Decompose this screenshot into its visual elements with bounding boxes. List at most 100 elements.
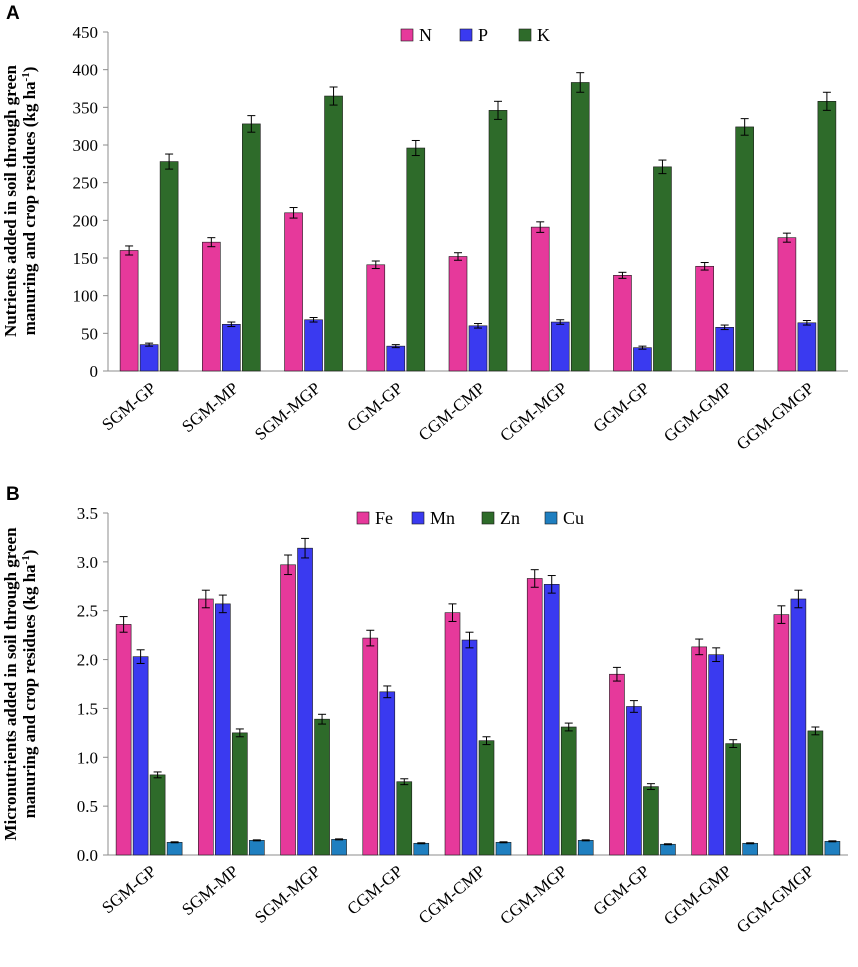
bar-zn-sgm-mgp [314,718,330,856]
y-axis-label-superscript: -1 [20,72,32,81]
bar-zn-cgm-mgp [560,726,577,856]
legend-label-n: N [419,25,432,45]
bar-p-cgm-cmp [468,325,488,372]
panel-letter-a: A [6,3,20,24]
bar-zn-ggm-gmgp [807,730,824,856]
legend-swatch-zn [481,511,495,525]
bar-p-cgm-gp [386,345,406,372]
bar-mn-sgm-mp [215,603,231,856]
y-axis-label-close: ) [20,67,39,73]
legend-label-k: K [537,25,550,45]
bar-zn-cgm-gp [396,781,413,856]
legend-label-fe: Fe [375,508,393,528]
chart-panel-a: A 0 50 100 150 200 250 300 350 400 450 Nutrients a… [1,3,848,454]
bar-fe-sgm-mp [198,598,214,856]
bar-fe-ggm-gmp [691,646,707,856]
bar-mn-sgm-gp [132,656,149,856]
y-tick-label: 350 [73,98,99,117]
bar-fe-ggm-gp [609,673,625,856]
x-tick-label: GGM-GMGP [733,862,818,937]
panel-letter-b: B [6,484,20,505]
y-tick-label: 150 [73,249,99,268]
x-tick-label: SGM-GP [98,379,159,435]
bar-cu-ggm-gp [660,843,676,856]
y-tick-label: 450 [73,23,99,42]
bar-n-sgm-mp [202,241,221,372]
bar-k-ggm-gp [653,166,672,372]
bar-k-ggm-gmgp [817,101,837,372]
x-tick-label: GGM-GMP [660,379,735,446]
bar-n-ggm-gmgp [777,237,797,372]
bar-p-cgm-mgp [550,321,570,372]
bar-mn-cgm-cmp [461,639,478,856]
bar-cu-cgm-mgp [577,840,594,856]
bar-n-cgm-cmp [448,256,468,372]
legend-swatch-k [518,28,532,42]
y-tick-label: 0 [90,362,99,381]
x-tick-label: GGM-GMGP [733,379,818,454]
bar-k-ggm-gmp [735,126,754,372]
x-tick-label: SGM-MGP [251,862,324,928]
chart-panel-b: B 0.0 0.5 1.0 1.5 2.0 2.5 3.0 3.5 Micronutrients… [1,484,848,937]
y-axis-label-superscript: -1 [20,555,32,564]
y-axis-label-line1: Nutrients added in soil through green [1,65,20,337]
x-tick-label: GGM-GMP [660,862,735,929]
y-tick-label: 1.0 [77,748,98,767]
bar-mn-cgm-gp [379,691,396,856]
bar-cu-sgm-mgp [331,839,347,856]
legend-swatch-cu [544,511,558,525]
bar-n-sgm-gp [119,250,139,372]
y-tick-label: 0.5 [77,797,98,816]
bar-p-ggm-gp [633,347,652,372]
x-tick-label: GGM-GP [589,862,653,920]
bar-n-ggm-gmp [695,265,714,372]
legend-swatch-mn [411,511,425,525]
legend-label-mn: Mn [430,508,455,528]
bar-mn-cgm-mgp [543,584,560,856]
legend-swatch-n [400,28,414,42]
y-tick-label: 0.0 [77,846,98,865]
y-tick-label: 250 [73,174,99,193]
y-tick-label: 100 [73,287,99,306]
bar-p-sgm-mgp [304,319,323,372]
bar-p-ggm-gmgp [797,322,817,372]
x-tick-label: CGM-MGP [496,862,570,929]
bar-fe-cgm-gp [362,637,379,856]
bar-fe-ggm-gmgp [773,614,790,856]
bar-mn-ggm-gmp [708,654,724,856]
x-tick-label: CGM-CMP [415,379,489,445]
bar-p-ggm-gmp [715,327,734,372]
x-tick-label: SGM-MP [178,862,242,920]
x-tick-label: SGM-GP [98,862,159,918]
legend-swatch-p [459,28,473,42]
y-tick-label: 1.5 [77,699,98,718]
bar-k-sgm-mgp [324,95,343,372]
bar-p-sgm-gp [139,344,159,372]
bar-n-cgm-gp [366,264,386,372]
bar-zn-sgm-mp [232,732,248,856]
y-axis-label-line2: manuring and crop residues (kg ha-1) [20,550,39,819]
y-tick-label: 300 [73,136,99,155]
y-tick-label: 2.0 [77,651,98,670]
x-tick-label: GGM-GP [589,379,653,437]
x-tick-label: CGM-MGP [496,379,570,446]
bar-cu-sgm-gp [166,841,183,856]
legend-label-cu: Cu [563,508,584,528]
bar-fe-sgm-gp [115,624,132,856]
legend-swatch-fe [356,511,370,525]
bar-cu-ggm-gmp [742,842,758,856]
bar-zn-cgm-cmp [478,740,495,856]
x-tick-label: CGM-GP [343,379,406,436]
bar-mn-sgm-mgp [297,547,313,856]
y-tick-label: 200 [73,211,99,230]
bar-cu-cgm-gp [413,842,430,856]
bar-k-sgm-mp [242,123,261,372]
bar-k-cgm-mgp [570,82,590,372]
bar-cu-ggm-gmgp [824,841,841,856]
y-tick-label: 50 [81,324,98,343]
y-axis-label-main: manuring and crop residues (kg ha [20,81,39,335]
bar-k-cgm-gp [406,147,426,372]
bar-n-sgm-mgp [284,212,303,372]
y-axis-label-line2: manuring and crop residues (kg ha-1) [20,67,39,336]
